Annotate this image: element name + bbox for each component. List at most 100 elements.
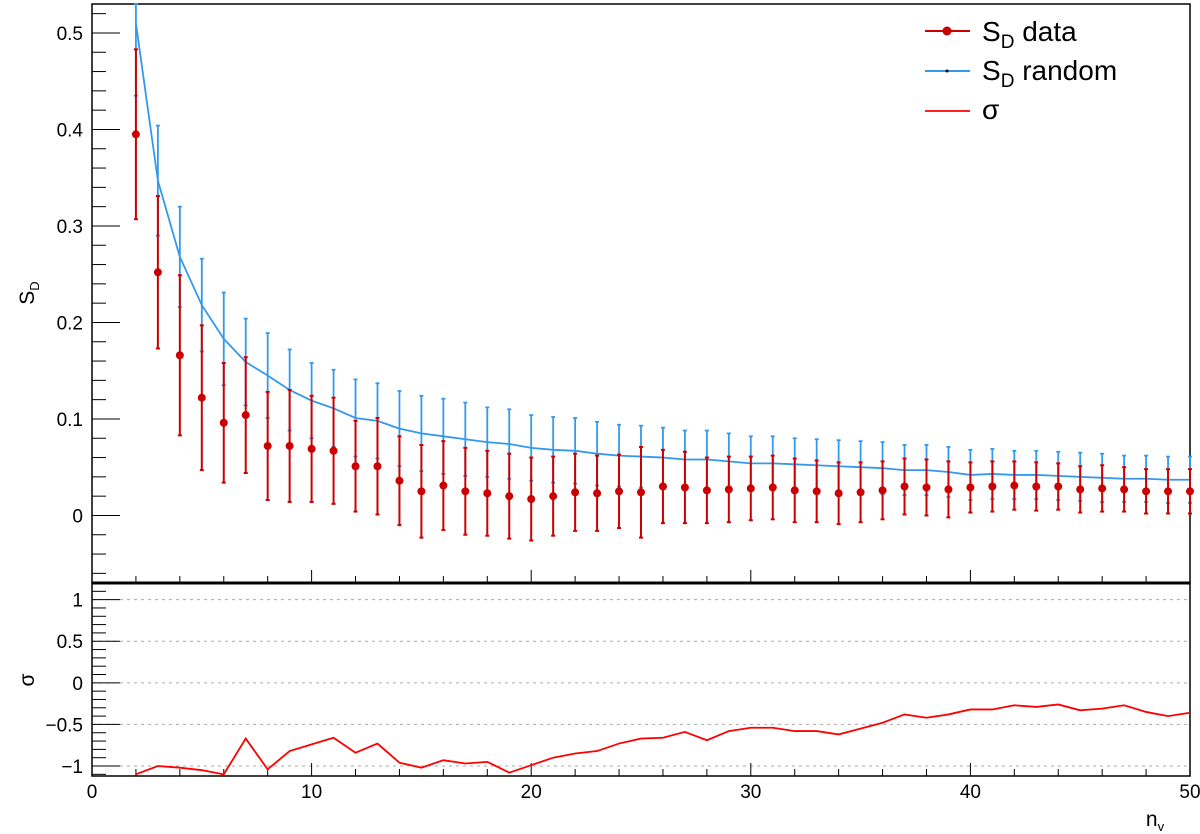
x-tick-label: 50 xyxy=(1179,782,1200,803)
sd-data-point xyxy=(878,486,887,495)
sd-data-point xyxy=(966,483,975,492)
legend-item-sigma: σ xyxy=(925,94,999,125)
sigma-y-tick-label: −1 xyxy=(61,757,83,778)
sigma-panel-frame xyxy=(91,582,1191,777)
sd-data-point xyxy=(637,488,645,497)
sd-data-point xyxy=(790,486,799,495)
sd-data-point xyxy=(724,485,733,494)
sd-data-point xyxy=(1054,482,1063,491)
sd-data-point xyxy=(856,488,865,497)
sd-data-point xyxy=(263,441,272,450)
sd-data-point xyxy=(505,492,514,501)
legend-label-sigma: σ xyxy=(982,94,999,125)
sd-data-point xyxy=(988,482,997,491)
sd-data-point xyxy=(307,444,316,453)
sd-y-tick-label: 0.5 xyxy=(57,24,83,45)
legend-label-sd-random: SD random xyxy=(982,55,1117,92)
sd-data-point xyxy=(615,487,624,496)
legend-item-sd-data: SD data xyxy=(925,16,1077,53)
sd-data-point xyxy=(483,489,492,498)
sigma-grid xyxy=(92,599,1190,767)
legend-marker-sd-random xyxy=(945,69,949,73)
sd-data-point xyxy=(1076,485,1085,494)
sd-data-point xyxy=(834,489,843,498)
legend-label-sd-data-suffix: data xyxy=(1014,16,1077,47)
sd-data-point xyxy=(571,488,580,497)
sd-data-point xyxy=(658,482,667,491)
sd-data-point xyxy=(1120,485,1129,494)
sd-y-tick-label: 0.1 xyxy=(57,410,83,431)
sd-y-tick-label: 0.2 xyxy=(57,313,83,334)
legend-label-sd-random-sub: D xyxy=(1001,71,1015,92)
sd-data-point xyxy=(219,418,228,427)
legend-marker-sd-data xyxy=(942,26,952,36)
sigma-line xyxy=(135,703,1191,776)
sd-plot-area xyxy=(131,3,1194,542)
sd-data-point xyxy=(329,446,338,455)
sd-data-point xyxy=(900,482,909,491)
sd-panel: 00.10.20.30.40.5 SD xyxy=(16,3,1194,585)
sd-y-axis-title: SD xyxy=(16,281,42,304)
sigma-y-tick-label: 1 xyxy=(72,591,83,612)
sd-y-axis-title-sub: D xyxy=(27,281,42,290)
sd-random-line xyxy=(135,23,1190,481)
sigma-panel: −1 −0.5 0 0.5 1 0 10 20 30 40 50 σ nv xyxy=(16,582,1200,834)
sd-data-point xyxy=(527,495,536,504)
x-tick-label: 10 xyxy=(301,782,322,803)
legend-label-sd-random-suffix: random xyxy=(1014,55,1117,86)
sd-data-point xyxy=(593,489,602,498)
sd-data-point xyxy=(768,483,777,492)
x-tick-label: 20 xyxy=(521,782,542,803)
sd-data-point xyxy=(439,481,448,490)
x-axis: 0 10 20 30 40 50 xyxy=(87,763,1200,803)
sd-data-point xyxy=(175,351,184,360)
legend-label-sd-random-main: S xyxy=(982,55,1001,86)
legend-label-sd-data-sub: D xyxy=(1001,32,1015,53)
sd-data-point xyxy=(461,487,470,496)
sd-data-point xyxy=(746,484,755,493)
sd-y-tick-label: 0.3 xyxy=(57,217,83,238)
sd-data-point xyxy=(131,130,140,139)
sd-data-point xyxy=(1186,487,1194,496)
legend-item-sd-random: SD random xyxy=(925,55,1117,92)
x-axis-title-main: n xyxy=(1146,808,1158,831)
sigma-y-tick-label: −0.5 xyxy=(45,715,83,736)
sd-data-point xyxy=(812,487,821,496)
sd-data-point xyxy=(944,485,953,494)
sd-data-point xyxy=(922,483,931,492)
sd-y-tick-label: 0.4 xyxy=(57,120,84,141)
sd-y-tick-label: 0 xyxy=(72,506,83,527)
x-axis-title-sub: v xyxy=(1158,819,1165,834)
sd-data-point xyxy=(241,411,250,420)
sd-y-axis-title-main: S xyxy=(16,291,39,305)
x-tick-label: 40 xyxy=(960,782,981,803)
sd-data-point xyxy=(1164,487,1173,496)
sigma-y-tick-label: 0 xyxy=(72,674,83,695)
sd-data-point xyxy=(197,393,206,402)
sd-data-point xyxy=(373,462,382,471)
legend-label-sd-data: SD data xyxy=(982,16,1077,53)
sigma-y-axis: −1 −0.5 0 0.5 1 xyxy=(45,591,120,778)
sd-data-point xyxy=(1098,484,1107,493)
sd-data-point xyxy=(549,492,558,501)
x-tick-label: 0 xyxy=(87,782,98,803)
sd-data-point xyxy=(702,486,711,495)
legend-label-sd-data-main: S xyxy=(982,16,1001,47)
x-axis-title: nv xyxy=(1146,808,1165,834)
sd-data-point xyxy=(285,441,294,450)
sd-data-point xyxy=(417,487,426,496)
sd-data-point xyxy=(153,268,162,277)
sd-data-point xyxy=(1010,481,1019,490)
sigma-y-tick-label: 0.5 xyxy=(57,632,83,653)
sd-y-axis: 0 0.1 0.2 0.3 0.4 0.5 xyxy=(57,13,1191,583)
sd-data-point xyxy=(1142,487,1151,496)
sigma-plot-area xyxy=(135,703,1191,776)
x-tick-label: 30 xyxy=(740,782,761,803)
sd-data-point xyxy=(395,476,404,485)
sd-data-point xyxy=(351,462,360,471)
sd-data-point xyxy=(1032,482,1041,491)
sd-data-point xyxy=(680,483,689,492)
sigma-y-axis-title: σ xyxy=(16,673,39,686)
legend: SD data SD random σ xyxy=(925,16,1117,125)
